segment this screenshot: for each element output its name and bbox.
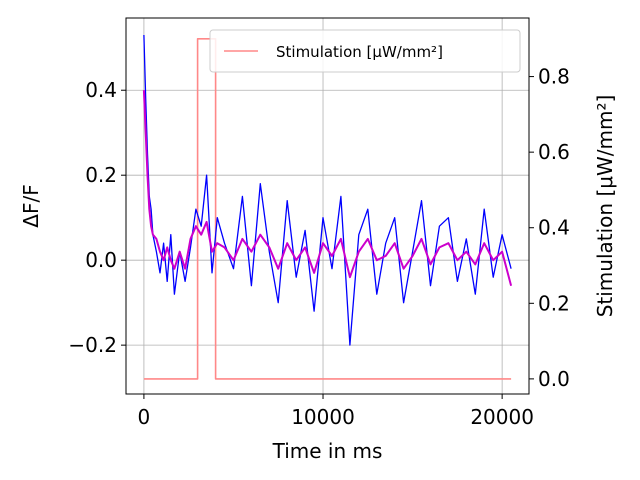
y-right-tick-label: 0.6 — [538, 140, 570, 164]
legend-label: Stimulation [μW/mm²] — [276, 43, 443, 61]
y-left-tick-label: 0.0 — [85, 248, 117, 272]
dff-raw-line — [143, 34, 512, 346]
y-right-tick-label: 0.0 — [538, 367, 570, 391]
y-axis-label-left: ΔF/F — [19, 184, 43, 227]
x-axis-label: Time in ms — [272, 439, 383, 463]
ticks: 0 10000 20000 −0.2 0.0 0.2 0.4 0.0 0.2 0.4 0.6 0.8 — [68, 65, 569, 429]
grid — [126, 18, 529, 394]
y-right-tick-label: 0.8 — [538, 65, 570, 89]
y-axis-label-right: Stimulation [μW/mm²] — [593, 95, 617, 318]
y-left-tick-label: 0.2 — [85, 163, 117, 187]
x-tick-label: 20000 — [470, 405, 534, 429]
x-tick-label: 10000 — [291, 405, 355, 429]
y-right-tick-label: 0.4 — [538, 216, 570, 240]
legend: Stimulation [μW/mm²] — [209, 29, 521, 73]
y-left-tick-label: 0.4 — [85, 78, 117, 102]
stimulation-line — [143, 37, 512, 380]
series-layer — [142, 34, 513, 380]
y-right-tick-label: 0.2 — [538, 291, 570, 315]
dff-smoothed-line — [142, 90, 513, 286]
plot-frame — [125, 17, 530, 395]
x-tick-label: 0 — [138, 405, 151, 429]
legend-box — [209, 29, 521, 73]
y-left-tick-label: −0.2 — [68, 333, 117, 357]
